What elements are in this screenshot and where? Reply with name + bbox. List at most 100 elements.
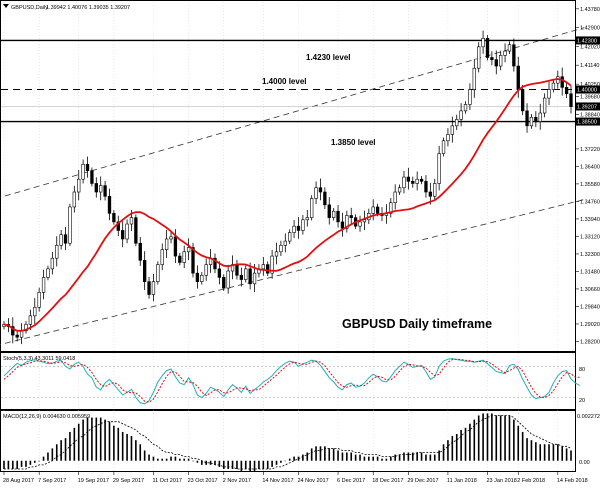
candle-body bbox=[19, 330, 24, 338]
macd-histogram-bar bbox=[460, 429, 462, 461]
chart-menu-icon[interactable] bbox=[3, 4, 9, 8]
candle-body bbox=[433, 183, 437, 197]
macd-histogram-bar bbox=[258, 460, 260, 469]
candle-body bbox=[50, 257, 55, 270]
macd-histogram-bar bbox=[209, 460, 212, 465]
macd-histogram-bar bbox=[389, 456, 392, 461]
macd-histogram-bar bbox=[55, 444, 58, 461]
macd-histogram-bar bbox=[530, 440, 533, 461]
level-price-tag bbox=[576, 85, 600, 94]
candle-body bbox=[459, 110, 463, 120]
candle-body bbox=[160, 249, 164, 265]
chart-header: GBPUSD,Daily 1.39942 1.40076 1.39035 1.3… bbox=[3, 4, 130, 11]
macd-histogram-bar bbox=[179, 458, 181, 461]
macd-histogram-bar bbox=[557, 444, 559, 461]
macd-histogram-bar bbox=[552, 444, 555, 461]
macd-tick-top: 0.002272 bbox=[577, 414, 600, 420]
macd-histogram-bar bbox=[455, 433, 458, 461]
macd-histogram-bar bbox=[477, 415, 480, 461]
level-price-tag bbox=[576, 36, 600, 45]
price-tick-label: 1.30660 bbox=[580, 287, 600, 293]
price-tick-label: 1.34760 bbox=[580, 199, 600, 205]
date-tick-label: 6 Dec 2017 bbox=[337, 478, 365, 484]
price-tick-label: 1.43780 bbox=[580, 7, 600, 13]
price-tick-label: 1.41140 bbox=[580, 63, 599, 69]
macd-histogram-bar bbox=[464, 427, 467, 461]
price-tick-label: 1.32300 bbox=[580, 252, 600, 258]
candle-body bbox=[186, 247, 191, 253]
candle-body bbox=[569, 93, 573, 107]
candle-body bbox=[406, 176, 411, 182]
candle-body bbox=[468, 89, 472, 105]
macd-histogram-bar bbox=[249, 460, 251, 472]
macd-indicator bbox=[3, 413, 572, 472]
candle-body bbox=[173, 236, 178, 257]
macd-histogram-bar bbox=[381, 458, 383, 461]
candle-body bbox=[94, 183, 98, 193]
candle-body bbox=[252, 272, 257, 285]
macd-histogram-bar bbox=[152, 456, 155, 461]
price-tick-label: 1.33940 bbox=[580, 217, 600, 223]
candle-body bbox=[349, 215, 353, 218]
stoch-pane-frame bbox=[0, 352, 576, 410]
candle-body bbox=[261, 264, 265, 270]
macd-histogram-bar bbox=[315, 446, 317, 461]
candle-body bbox=[336, 210, 340, 223]
macd-histogram-bar bbox=[517, 425, 520, 461]
candle-body bbox=[90, 170, 94, 184]
macd-histogram-bar bbox=[222, 460, 225, 469]
candle-body bbox=[402, 176, 406, 189]
candle-body bbox=[292, 225, 296, 233]
macd-histogram-bar bbox=[451, 436, 454, 461]
macd-histogram-bar bbox=[231, 460, 234, 469]
candle-body bbox=[142, 260, 147, 282]
date-tick-label: 11 Jan 2018 bbox=[447, 478, 477, 484]
macd-histogram-bar bbox=[486, 413, 489, 461]
macd-histogram-bar bbox=[491, 413, 493, 461]
macd-histogram-bar bbox=[521, 431, 524, 461]
candle-body bbox=[560, 76, 564, 88]
date-axis: 28 Aug 2017 7 Sep 2017 19 Sep 2017 29 Sep 2… bbox=[3, 472, 588, 484]
candle-body bbox=[28, 315, 33, 325]
macd-histogram-bar bbox=[214, 460, 216, 465]
macd-histogram-bar bbox=[165, 458, 168, 461]
candle-body bbox=[125, 223, 129, 240]
candle-body bbox=[318, 187, 323, 193]
candle-body bbox=[428, 191, 433, 197]
macd-pane-frame bbox=[0, 410, 576, 472]
macd-histogram-bar bbox=[495, 415, 498, 461]
stoch-signal-line bbox=[3, 358, 580, 403]
macd-signal-line bbox=[4, 415, 572, 470]
candle-body bbox=[191, 247, 195, 274]
candle-body bbox=[248, 268, 252, 285]
macd-histogram-bar bbox=[47, 452, 49, 461]
date-tick-label: 19 Sep 2017 bbox=[78, 478, 109, 484]
macd-histogram-bar bbox=[570, 450, 572, 461]
macd-histogram-bar bbox=[126, 433, 128, 461]
macd-histogram-bar bbox=[20, 460, 23, 467]
candle-body bbox=[81, 163, 85, 180]
macd-histogram-bar bbox=[69, 431, 71, 461]
macd-histogram-bar bbox=[398, 454, 401, 461]
candle-body bbox=[494, 59, 498, 67]
macd-histogram-bar bbox=[16, 460, 18, 469]
candle-body bbox=[63, 234, 68, 244]
candle-body bbox=[222, 277, 226, 289]
candle-body bbox=[446, 134, 450, 142]
macd-histogram-bar bbox=[346, 452, 348, 461]
macd-histogram-bar bbox=[504, 415, 506, 461]
macd-histogram-bar bbox=[499, 415, 502, 461]
horizontal-levels bbox=[1, 39, 575, 123]
macd-histogram-bar bbox=[113, 425, 115, 461]
candle-body bbox=[200, 274, 204, 282]
macd-histogram-bar bbox=[244, 460, 247, 469]
candle-body bbox=[538, 112, 542, 122]
macd-histogram-bar bbox=[135, 440, 137, 461]
macd-histogram-bar bbox=[108, 421, 111, 461]
macd-histogram-bar bbox=[420, 452, 423, 461]
macd-histogram-bar bbox=[170, 456, 172, 461]
macd-histogram-bar bbox=[29, 460, 32, 465]
macd-histogram-bar bbox=[51, 448, 54, 461]
candle-body bbox=[314, 187, 318, 199]
